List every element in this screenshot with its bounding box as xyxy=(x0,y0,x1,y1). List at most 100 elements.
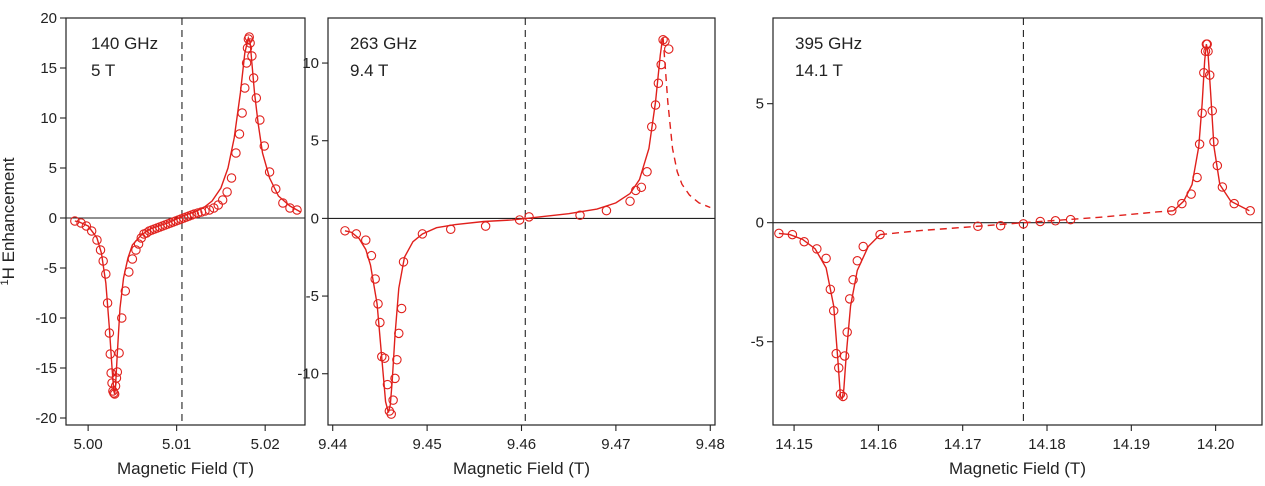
y-axis-label-superscript: 1 xyxy=(0,279,11,285)
data-point xyxy=(575,210,585,221)
data-point xyxy=(240,83,250,93)
data-point xyxy=(101,269,111,279)
data-point xyxy=(656,59,666,70)
data-point xyxy=(852,256,863,266)
y-tick-label: -10 xyxy=(297,366,319,383)
data-point xyxy=(1209,137,1219,147)
data-point xyxy=(124,267,134,277)
x-tick-label: 14.20 xyxy=(1197,436,1235,453)
data-point xyxy=(278,198,288,208)
data-point xyxy=(189,209,200,219)
data-point xyxy=(417,229,428,239)
data-point xyxy=(133,239,144,249)
data-point xyxy=(658,34,668,45)
data-point xyxy=(480,221,491,231)
x-tick-label: 5.01 xyxy=(162,436,191,453)
field-annotation: 14.1 T xyxy=(795,61,843,80)
data-point xyxy=(650,100,661,110)
data-point xyxy=(875,229,885,240)
data-point xyxy=(1177,198,1187,209)
data-point xyxy=(828,305,839,316)
data-point xyxy=(1050,216,1061,226)
data-point xyxy=(844,294,855,304)
data-point xyxy=(98,256,108,266)
data-point xyxy=(636,182,647,193)
data-point xyxy=(390,373,400,384)
data-point xyxy=(245,38,255,48)
data-point xyxy=(351,229,362,239)
data-point xyxy=(86,226,97,236)
x-tick-label: 9.45 xyxy=(413,436,442,453)
data-point xyxy=(831,348,841,359)
data-point xyxy=(398,257,409,267)
x-tick-label: 9.44 xyxy=(318,436,347,453)
data-point xyxy=(193,208,203,218)
data-point xyxy=(226,173,237,183)
data-point xyxy=(835,389,846,399)
y-tick-label: -15 xyxy=(35,360,57,377)
data-point xyxy=(1199,67,1209,78)
data-point xyxy=(1194,139,1205,149)
data-point xyxy=(1245,206,1255,216)
data-point xyxy=(995,221,1006,231)
data-point xyxy=(1217,182,1228,192)
data-point xyxy=(366,250,377,261)
data-point xyxy=(842,327,852,337)
data-point xyxy=(111,373,122,383)
data-point xyxy=(81,221,92,231)
fit-curve-extrapolated xyxy=(880,210,1174,236)
data-point xyxy=(392,355,402,365)
data-point xyxy=(292,205,302,215)
x-tick-label: 5.02 xyxy=(251,436,280,453)
y-tick-label: 20 xyxy=(40,10,57,27)
data-point xyxy=(222,187,232,197)
y-tick-label: 0 xyxy=(311,210,319,227)
data-point xyxy=(237,108,247,118)
data-point xyxy=(445,224,456,235)
data-point xyxy=(388,395,398,405)
field-annotation: 9.4 T xyxy=(350,61,388,80)
data-point xyxy=(259,141,270,151)
y-tick-label: -10 xyxy=(35,310,57,327)
data-point xyxy=(601,205,612,216)
fit-curve-extrapolated xyxy=(662,38,711,209)
fit-curve-peak xyxy=(1172,44,1250,212)
y-tick-label: 15 xyxy=(40,60,57,77)
data-point xyxy=(524,212,534,222)
fit-curve xyxy=(344,37,664,413)
data-point xyxy=(625,196,635,207)
data-point xyxy=(839,351,850,361)
data-point xyxy=(109,388,119,398)
data-point xyxy=(200,206,210,216)
plot-frame xyxy=(65,17,306,426)
data-point xyxy=(1192,172,1202,183)
data-point xyxy=(642,167,652,177)
frequency-annotation: 395 GHz xyxy=(795,34,862,53)
data-point xyxy=(242,43,253,53)
y-tick-label: 5 xyxy=(49,160,57,177)
data-point xyxy=(204,205,215,215)
y-tick-label: -5 xyxy=(44,260,57,277)
x-tick-label: 9.48 xyxy=(696,436,725,453)
data-point xyxy=(1229,198,1239,209)
y-axis-label: 1H Enhancement xyxy=(0,157,18,285)
data-point xyxy=(373,299,383,309)
frequency-annotation: 140 GHz xyxy=(91,34,158,53)
panel-395ghz: 14.15 14.16 14.17 14.18 14.19 14.20 5 0 -5 395 G… xyxy=(751,17,1263,478)
data-point xyxy=(1204,70,1215,80)
data-point xyxy=(112,367,123,377)
data-point xyxy=(1212,160,1223,171)
data-point xyxy=(799,236,809,247)
data-point xyxy=(787,229,798,240)
data-point xyxy=(106,368,116,378)
data-point xyxy=(120,286,131,296)
x-tick-label: 9.46 xyxy=(507,436,536,453)
data-point xyxy=(234,129,245,139)
plot-frame xyxy=(772,17,1263,426)
data-point xyxy=(1202,39,1212,49)
data-point xyxy=(255,115,265,125)
x-tick-label: 14.19 xyxy=(1113,436,1151,453)
y-tick-label: -20 xyxy=(35,410,57,427)
data-point xyxy=(105,349,116,359)
data-point xyxy=(653,78,664,88)
